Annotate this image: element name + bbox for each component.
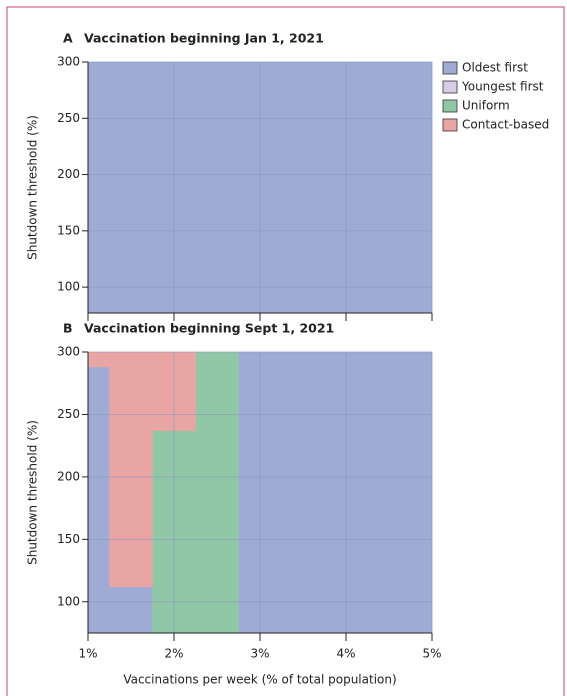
x-tick-label: 3%: [250, 647, 269, 661]
legend-label: Youngest first: [461, 80, 544, 94]
y-tick-label: 100: [57, 594, 80, 608]
page-frame: [6, 6, 565, 696]
legend-label: Uniform: [462, 99, 510, 113]
legend-swatch: [442, 99, 458, 113]
region: [109, 586, 153, 634]
x-tick-label: 2%: [164, 647, 183, 661]
legend-swatch: [442, 61, 458, 75]
legend-label: Contact-based: [462, 118, 549, 132]
y-tick-label: 300: [57, 345, 80, 359]
x-tick-label: 1%: [78, 647, 97, 661]
legend-swatch: [442, 80, 458, 94]
region: [87, 351, 110, 368]
region: [195, 351, 239, 634]
y-tick-label: 150: [57, 223, 80, 237]
y-tick-label: 150: [57, 532, 80, 546]
x-tick-label: 4%: [336, 647, 355, 661]
y-axis-label: Shutdown threshold (%): [26, 115, 40, 260]
legend-swatch: [442, 118, 458, 132]
y-tick-label: 250: [57, 407, 80, 421]
region: [87, 366, 110, 634]
x-tick-label: 5%: [422, 647, 441, 661]
legend-label: Oldest first: [462, 61, 528, 75]
panel-label: B: [63, 321, 73, 336]
y-tick-label: 200: [57, 167, 80, 181]
y-tick-label: 100: [57, 280, 80, 294]
panel-label: A: [63, 31, 73, 46]
y-tick-label: 250: [57, 111, 80, 125]
y-tick-label: 200: [57, 469, 80, 483]
y-tick-label: 300: [57, 55, 80, 69]
region: [109, 351, 153, 588]
y-axis-label: Shutdown threshold (%): [26, 420, 40, 565]
panel-title: Vaccination beginning Jan 1, 2021: [84, 31, 324, 46]
x-axis-label: Vaccinations per week (% of total popula…: [123, 673, 396, 687]
region: [238, 351, 433, 634]
panel-title: Vaccination beginning Sept 1, 2021: [84, 321, 334, 336]
